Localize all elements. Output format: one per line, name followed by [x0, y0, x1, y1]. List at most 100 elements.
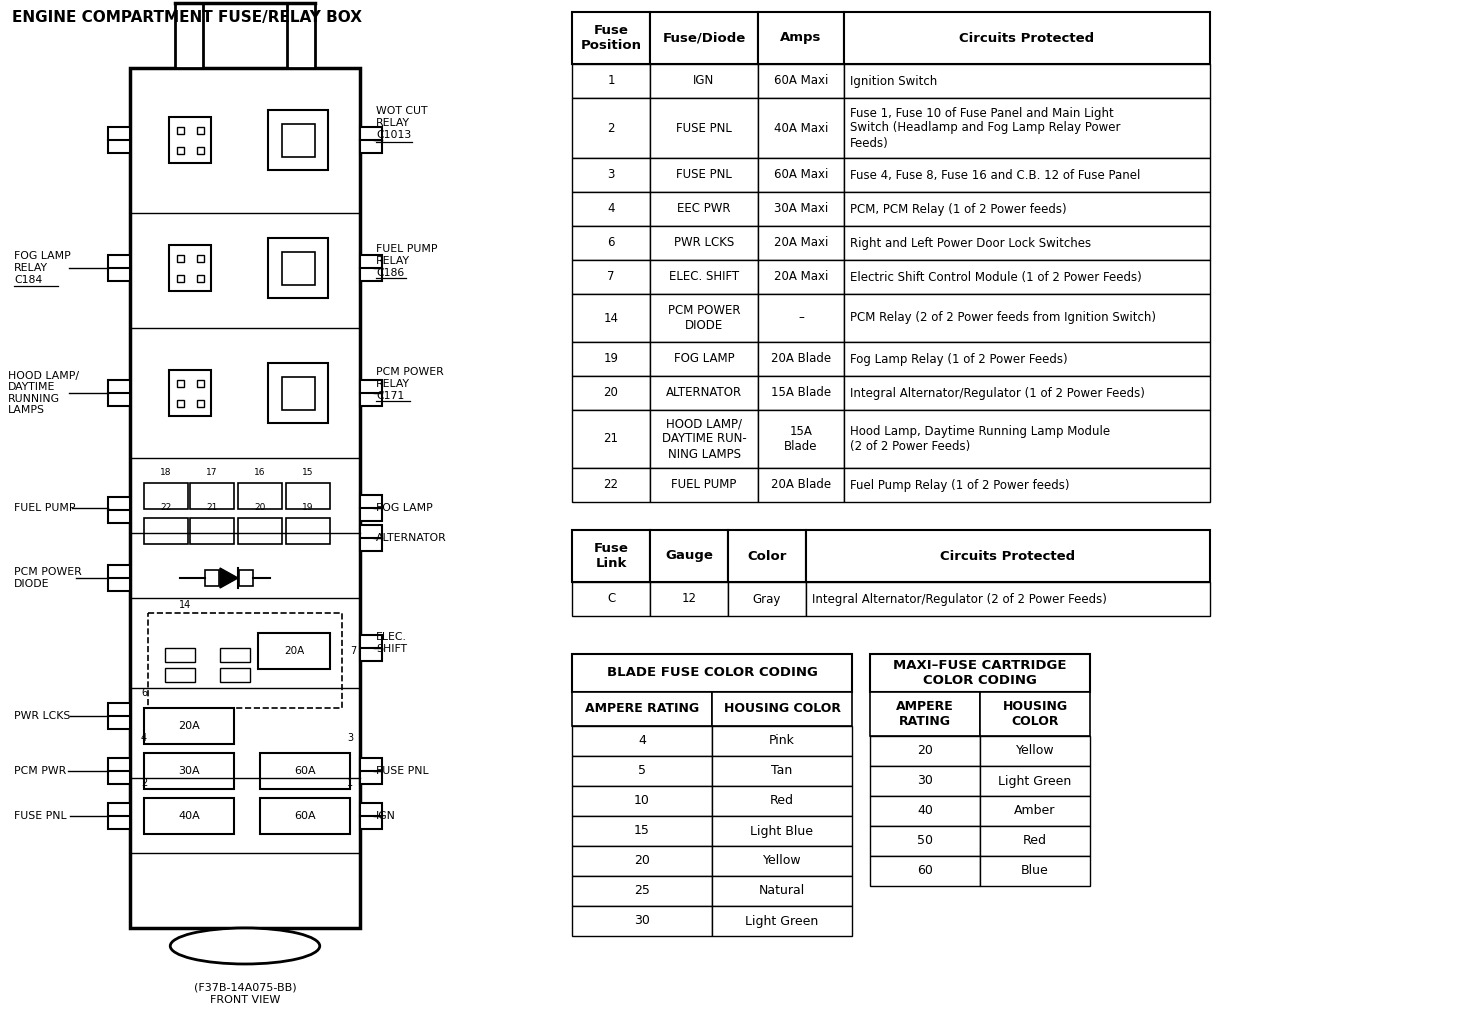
- Text: Yellow: Yellow: [762, 854, 801, 867]
- Text: Hood Lamp, Daytime Running Lamp Module
(2 of 2 Power Feeds): Hood Lamp, Daytime Running Lamp Module (…: [849, 425, 1110, 453]
- Bar: [177, 400, 184, 407]
- Bar: [573, 816, 712, 846]
- Bar: [361, 127, 383, 153]
- Text: 40A Maxi: 40A Maxi: [774, 122, 829, 134]
- Bar: [712, 692, 852, 726]
- Text: 10: 10: [634, 795, 651, 808]
- Bar: [712, 846, 852, 876]
- Bar: [268, 110, 328, 170]
- Text: 4: 4: [637, 734, 646, 748]
- Bar: [286, 518, 330, 544]
- Text: Red: Red: [770, 795, 793, 808]
- Bar: [980, 692, 1089, 736]
- Text: 15: 15: [634, 824, 651, 838]
- Bar: [287, 3, 315, 68]
- Text: 21: 21: [604, 432, 618, 445]
- Text: 17: 17: [206, 468, 218, 477]
- Text: Light Green: Light Green: [998, 774, 1072, 787]
- Text: 3: 3: [347, 733, 353, 743]
- Bar: [712, 906, 852, 936]
- Text: 20A Blade: 20A Blade: [771, 352, 832, 366]
- Text: Integral Alternator/Regulator (1 of 2 Power Feeds): Integral Alternator/Regulator (1 of 2 Po…: [849, 386, 1145, 399]
- Text: 12: 12: [682, 593, 696, 605]
- Text: PCM POWER
DIODE: PCM POWER DIODE: [15, 567, 82, 589]
- Bar: [219, 648, 250, 662]
- Text: Amps: Amps: [780, 32, 821, 44]
- Bar: [261, 753, 350, 790]
- Text: Yellow: Yellow: [1016, 744, 1054, 758]
- Text: 6: 6: [141, 688, 147, 698]
- Text: Electric Shift Control Module (1 of 2 Power Feeds): Electric Shift Control Module (1 of 2 Po…: [849, 270, 1142, 284]
- Text: Fuse
Position: Fuse Position: [580, 24, 642, 52]
- Bar: [107, 380, 130, 406]
- Text: WOT CUT
RELAY
C1013: WOT CUT RELAY C1013: [375, 106, 427, 139]
- Text: FUEL PUMP: FUEL PUMP: [15, 503, 75, 513]
- Bar: [843, 226, 1210, 260]
- Text: 20: 20: [604, 386, 618, 399]
- Bar: [573, 158, 651, 193]
- Text: Fog Lamp Relay (1 of 2 Power Feeds): Fog Lamp Relay (1 of 2 Power Feeds): [849, 352, 1067, 366]
- Text: 20: 20: [634, 854, 651, 867]
- Text: 21: 21: [206, 503, 218, 512]
- Bar: [870, 766, 980, 796]
- Bar: [165, 668, 194, 682]
- Text: 40A: 40A: [178, 811, 200, 821]
- Text: Circuits Protected: Circuits Protected: [941, 550, 1076, 562]
- Bar: [843, 98, 1210, 158]
- Text: 60: 60: [917, 864, 933, 878]
- Text: 7: 7: [608, 270, 615, 284]
- Text: 1: 1: [347, 778, 353, 788]
- Bar: [177, 275, 184, 282]
- Bar: [361, 380, 383, 406]
- Bar: [361, 255, 383, 281]
- Text: 19: 19: [604, 352, 618, 366]
- Bar: [758, 98, 843, 158]
- Bar: [870, 856, 980, 886]
- Bar: [651, 260, 758, 294]
- Text: 60A Maxi: 60A Maxi: [774, 169, 829, 181]
- Text: Color: Color: [748, 550, 786, 562]
- Bar: [651, 582, 729, 616]
- Bar: [149, 613, 342, 708]
- Text: 15: 15: [302, 468, 314, 477]
- Text: –: –: [798, 311, 804, 325]
- Text: PCM, PCM Relay (1 of 2 Power feeds): PCM, PCM Relay (1 of 2 Power feeds): [849, 203, 1067, 215]
- Bar: [843, 376, 1210, 410]
- Text: AMPERE
RATING: AMPERE RATING: [896, 700, 954, 728]
- Text: PCM Relay (2 of 2 Power feeds from Ignition Switch): PCM Relay (2 of 2 Power feeds from Ignit…: [849, 311, 1156, 325]
- Text: (F37B-14A075-BB)
FRONT VIEW: (F37B-14A075-BB) FRONT VIEW: [194, 983, 296, 1005]
- Bar: [175, 3, 203, 68]
- Text: Light Green: Light Green: [745, 914, 818, 928]
- Bar: [712, 816, 852, 846]
- Text: HOOD LAMP/
DAYTIME RUN-
NING LAMPS: HOOD LAMP/ DAYTIME RUN- NING LAMPS: [661, 418, 746, 461]
- Bar: [573, 906, 712, 936]
- Bar: [843, 260, 1210, 294]
- Bar: [573, 726, 712, 756]
- Text: PCM POWER
RELAY
C171: PCM POWER RELAY C171: [375, 368, 443, 400]
- Bar: [712, 876, 852, 906]
- Text: 30A Maxi: 30A Maxi: [774, 203, 829, 215]
- Bar: [573, 193, 651, 226]
- Text: 30A: 30A: [178, 766, 200, 776]
- Bar: [712, 786, 852, 816]
- Bar: [758, 468, 843, 502]
- Bar: [361, 803, 383, 829]
- Bar: [758, 410, 843, 468]
- Text: 60A Maxi: 60A Maxi: [774, 75, 829, 87]
- Text: Red: Red: [1023, 835, 1047, 848]
- Bar: [729, 582, 807, 616]
- Bar: [144, 753, 234, 790]
- Text: 30: 30: [634, 914, 651, 928]
- Bar: [107, 255, 130, 281]
- Bar: [268, 362, 328, 423]
- Text: PWR LCKS: PWR LCKS: [674, 237, 735, 250]
- Bar: [651, 342, 758, 376]
- Text: Gray: Gray: [752, 593, 782, 605]
- Bar: [651, 226, 758, 260]
- Text: HOUSING
COLOR: HOUSING COLOR: [1002, 700, 1067, 728]
- Bar: [573, 98, 651, 158]
- Bar: [729, 530, 807, 582]
- Text: Fuse 1, Fuse 10 of Fuse Panel and Main Light
Switch (Headlamp and Fog Lamp Relay: Fuse 1, Fuse 10 of Fuse Panel and Main L…: [849, 106, 1120, 150]
- Bar: [361, 758, 383, 784]
- Text: FOG LAMP
RELAY
C184: FOG LAMP RELAY C184: [15, 252, 71, 285]
